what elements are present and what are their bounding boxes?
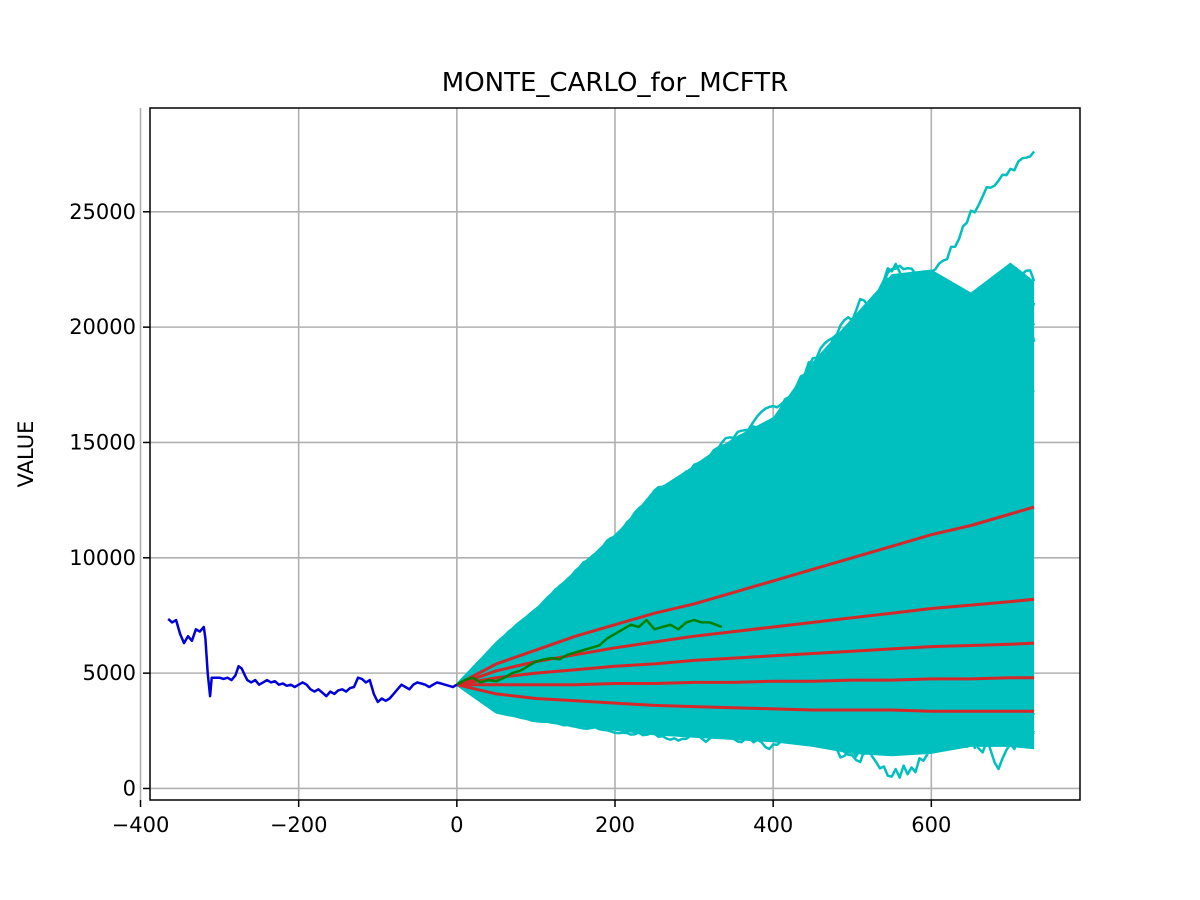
simulation-line xyxy=(456,683,1036,779)
percentile-line xyxy=(456,505,1035,687)
y-tick-label: 10000 xyxy=(69,546,136,570)
x-tick-label: 400 xyxy=(753,813,793,837)
y-tick-label: 0 xyxy=(123,776,136,800)
y-tick-label: 15000 xyxy=(69,430,136,454)
axis-ticks: −400 −200 0 200 400 600 0 5000 10000 15000 20000 25… xyxy=(69,200,951,837)
series-layer xyxy=(167,150,1036,779)
x-tick-label: −200 xyxy=(270,813,328,837)
simulation-line xyxy=(456,343,1035,686)
y-tick-label: 20000 xyxy=(69,315,136,339)
x-tick-label: −400 xyxy=(112,813,170,837)
simulation-line xyxy=(455,273,1036,686)
x-tick-label: 0 xyxy=(450,813,463,837)
simulation-line xyxy=(456,683,1036,740)
simulation-extreme-line xyxy=(455,150,1036,686)
simulation-line xyxy=(456,293,1036,686)
x-tick-label: 600 xyxy=(911,813,951,837)
simulation-band xyxy=(456,262,1035,757)
x-tick-label: 200 xyxy=(595,813,635,837)
percentile-line xyxy=(456,683,1035,713)
realized-line xyxy=(456,618,723,686)
percentile-line xyxy=(456,676,1035,687)
percentile-line xyxy=(456,641,1035,687)
chart-title: MONTE_CARLO_for_MCFTR xyxy=(442,68,788,98)
y-tick-label: 25000 xyxy=(69,200,136,224)
history-line xyxy=(167,617,458,704)
y-tick-label: 5000 xyxy=(83,661,136,685)
y-axis-label: VALUE xyxy=(14,421,38,488)
simulation-line xyxy=(455,287,1036,686)
